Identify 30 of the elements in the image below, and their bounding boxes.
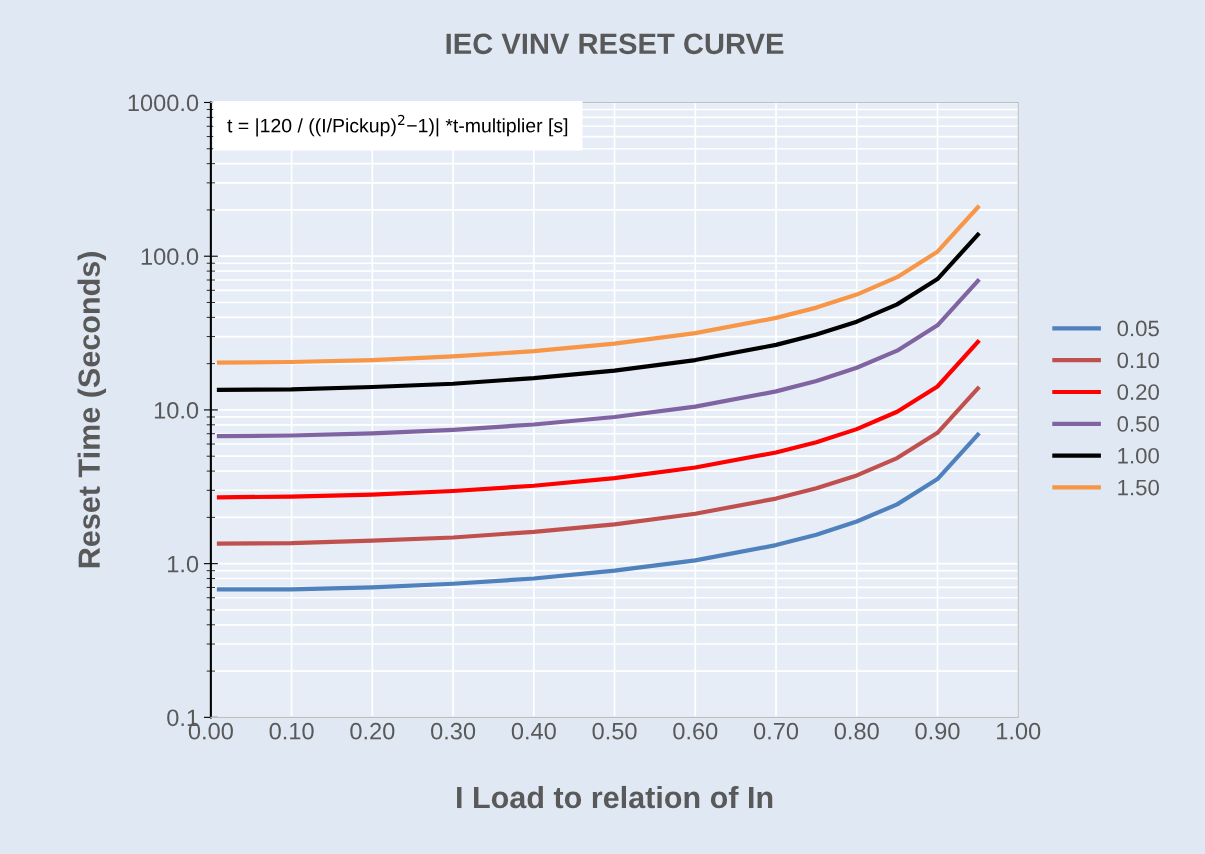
x-tick-label: 0.90: [915, 722, 960, 740]
line-series: [216, 278, 980, 439]
legend-label: 0.05: [1117, 320, 1159, 337]
line-series: [216, 205, 980, 365]
x-tick-label: 0.80: [834, 722, 879, 740]
y-tick-label: 1000.0: [128, 94, 199, 112]
legend-label: 0.10: [1117, 352, 1159, 369]
x-tick-label: 0.70: [753, 722, 799, 740]
legend-label: 0.20: [1117, 384, 1159, 400]
y-tick-label: 100.0: [141, 248, 199, 265]
legend-label: 1.50: [1118, 479, 1159, 496]
y-tick-label: 10.0: [154, 401, 199, 419]
annotation: t = |120 / ((I/Pickup)$^{2}$−1)| *t-multiplier [s]: [227, 114, 568, 137]
chart-title: IEC VINV RESET CURVE: [446, 33, 784, 55]
x-tick-label: 0.10: [269, 722, 314, 740]
x-tick-label: 0.40: [511, 722, 556, 740]
x-tick-label: 0.30: [431, 722, 476, 740]
x-tick-label: 0.50: [592, 722, 637, 740]
x-tick-label: 0.60: [673, 722, 718, 740]
legend-label: 1.00: [1118, 447, 1159, 464]
line-series: [216, 339, 980, 500]
line-series: [216, 432, 980, 592]
x-tick-label: 0.20: [350, 722, 395, 740]
y-axis-title: Reset Time (Seconds): [77, 252, 107, 568]
line-series: [216, 386, 980, 546]
y-tick-label: 1.0: [168, 555, 199, 573]
x-axis-title: I Load to relation of In: [457, 785, 773, 809]
line-series: [216, 232, 980, 392]
legend-label: 0.50: [1117, 416, 1159, 432]
x-tick-label: 1.00: [997, 722, 1041, 740]
